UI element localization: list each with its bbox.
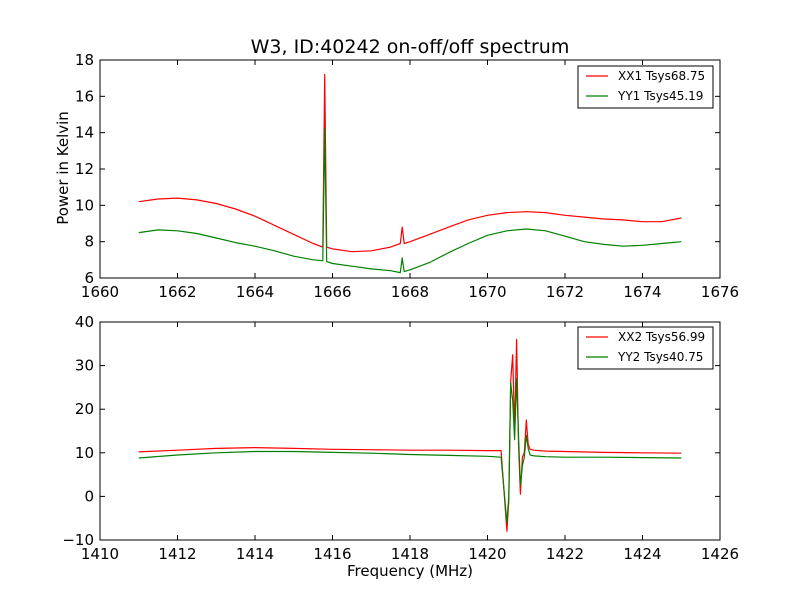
y-tick-label: 14 [75, 124, 94, 142]
y-axis-label: Power in Kelvin [54, 111, 72, 225]
x-tick-label: 1666 [313, 283, 351, 301]
chart-title: W3, ID:40242 on-off/off spectrum [251, 36, 570, 58]
series-line-1 [138, 73, 682, 253]
y-tick-label: 40 [75, 313, 94, 331]
x-tick-label: 1674 [623, 283, 661, 301]
y-tick-label: −10 [62, 531, 94, 549]
legend-label: YY2 Tsys40.75 [617, 350, 703, 364]
x-tick-label: 1410 [81, 545, 119, 563]
y-tick-label: 0 [84, 487, 94, 505]
legend-label: YY1 Tsys45.19 [617, 89, 703, 103]
x-tick-label: 1660 [81, 283, 119, 301]
x-tick-label: 1670 [468, 283, 506, 301]
y-tick-label: 30 [75, 357, 94, 375]
bottom-spectrum-plot: 1410 1412 1414 1416 1418 1420 1422 1424 1426 −10 0… [62, 313, 739, 563]
x-tick-label: 1414 [236, 545, 274, 563]
series-line-2 [138, 128, 682, 274]
x-tick-label: 1662 [158, 283, 196, 301]
x-tick-label: 1412 [158, 545, 196, 563]
y-tick-label: 20 [75, 400, 94, 418]
legend: XX2 Tsys56.99 YY2 Tsys40.75 [577, 326, 714, 370]
x-tick-label: 1664 [236, 283, 274, 301]
legend: XX1 Tsys68.75 YY1 Tsys45.19 [577, 65, 714, 109]
y-tick-label: 6 [84, 269, 94, 287]
x-tick-label: 1424 [623, 545, 661, 563]
x-tick-label: 1422 [546, 545, 584, 563]
legend-label: XX2 Tsys56.99 [618, 330, 705, 344]
top-spectrum-plot: 1660 1662 1664 1666 1668 1670 1672 1674 1676 6 8 10… [75, 51, 739, 301]
series-line-1 [138, 338, 682, 532]
legend-box [577, 65, 714, 109]
legend-box [577, 326, 714, 370]
legend-label: XX1 Tsys68.75 [618, 69, 705, 83]
series-line-2 [138, 378, 682, 524]
x-tick-label: 1668 [391, 283, 429, 301]
y-tick-label: 10 [75, 444, 94, 462]
y-tick-label: 12 [75, 160, 94, 178]
x-tick-label: 1676 [701, 283, 739, 301]
y-tick-label: 18 [75, 51, 94, 69]
x-tick-label: 1418 [391, 545, 429, 563]
x-axis-label: Frequency (MHz) [347, 562, 473, 580]
x-tick-label: 1416 [313, 545, 351, 563]
y-tick-label: 16 [75, 87, 94, 105]
x-tick-label: 1420 [468, 545, 506, 563]
y-tick-label: 8 [84, 233, 94, 251]
x-tick-label: 1672 [546, 283, 584, 301]
x-tick-label: 1426 [701, 545, 739, 563]
y-tick-label: 10 [75, 196, 94, 214]
